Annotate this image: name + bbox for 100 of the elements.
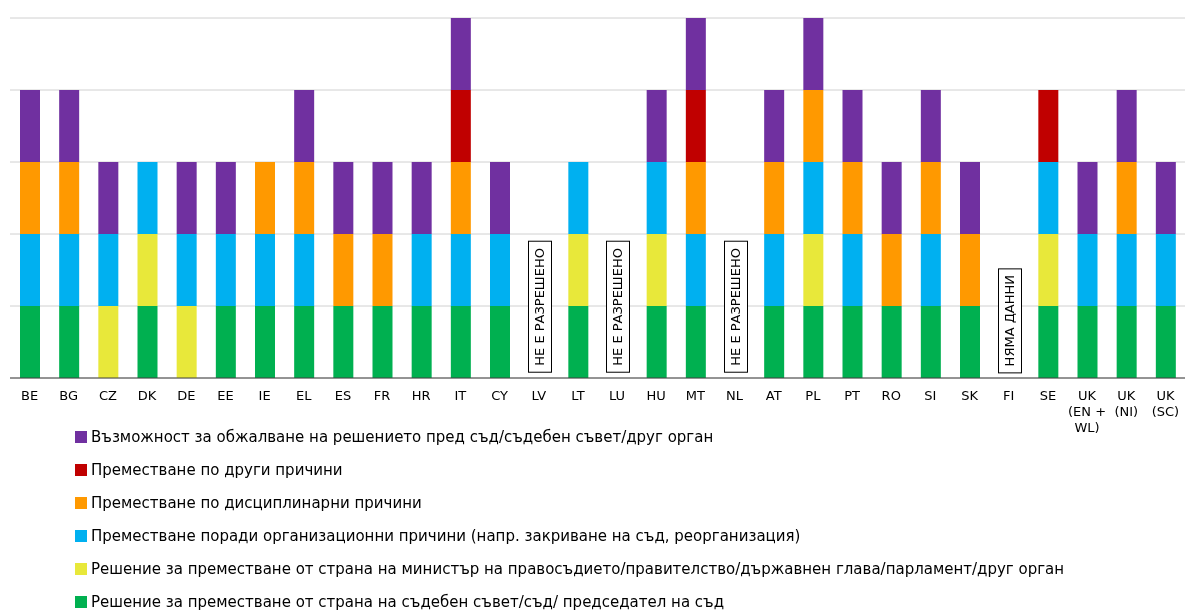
x-tick-label: UK (EN + WL) [1068, 388, 1107, 435]
bar [881, 306, 902, 378]
bar [372, 162, 393, 234]
bar [176, 234, 197, 306]
bar [1155, 162, 1176, 234]
bar [98, 162, 119, 234]
bar [20, 90, 40, 162]
bar [685, 18, 706, 90]
x-tick-label: IT [454, 388, 467, 403]
x-tick-label: DK [137, 388, 157, 403]
x-tick-label: NL [726, 388, 744, 403]
bar [646, 306, 667, 378]
bar [1116, 234, 1137, 306]
bar [803, 90, 824, 162]
bar [646, 162, 667, 234]
x-tick-label: DE [177, 388, 196, 403]
bar [59, 162, 80, 234]
bar [20, 162, 40, 234]
bar [411, 234, 432, 306]
x-tick-label: MT [685, 388, 706, 403]
bar [646, 234, 667, 306]
x-tick-label: SI [924, 388, 937, 403]
legend-label: Решение за преместване от страна на министър на правосъдието/правителство/държавнен глава/парламент/друг орган [91, 559, 1065, 578]
legend-label: Преместване поради организационни причини (напр. закриване на съд, реорганизация) [91, 526, 801, 545]
legend-label: Решение за преместване от страна на съдебен съвет/съд/ председател на съд [91, 592, 725, 610]
bar [1155, 306, 1176, 378]
x-tick-label: FR [373, 388, 391, 403]
bar [215, 306, 236, 378]
x-tick-label: PL [805, 388, 822, 403]
bar [411, 162, 432, 234]
x-tick-label: SE [1039, 388, 1057, 403]
bar [920, 90, 941, 162]
bar [881, 162, 902, 234]
bar [411, 306, 432, 378]
bar [98, 306, 119, 378]
x-tick-label: EE [217, 388, 234, 403]
bar [20, 234, 40, 306]
bar [20, 306, 40, 378]
bar [685, 90, 706, 162]
bar [333, 306, 354, 378]
bar [1038, 162, 1059, 234]
bar [685, 162, 706, 234]
bar [960, 162, 980, 234]
bar [294, 234, 315, 306]
bar [764, 90, 785, 162]
bar [568, 162, 589, 234]
x-tick-label: PT [844, 388, 861, 403]
legend-label: Преместване по други причини [91, 460, 343, 479]
bar [881, 234, 902, 306]
annotation: НЕ Е РАЗРЕШЕНО [606, 241, 631, 373]
x-tick-label: UK (SC) [1151, 388, 1180, 419]
bar [803, 18, 824, 90]
annotation: НЕ Е РАЗРЕШЕНО [527, 241, 552, 373]
x-tick-label: EL [296, 388, 313, 403]
legend-label: Преместване по дисциплинарни причини [91, 493, 422, 512]
bar [685, 306, 706, 378]
bar [137, 162, 158, 234]
bar [450, 306, 471, 378]
bar [920, 234, 941, 306]
bar [803, 306, 824, 378]
x-tick-label: UK (NI) [1114, 388, 1139, 419]
bar [764, 234, 785, 306]
bar [294, 162, 315, 234]
x-tick-label: IE [258, 388, 271, 403]
bar [960, 234, 980, 306]
bar [333, 162, 354, 234]
bar [98, 234, 119, 306]
bar [137, 306, 158, 378]
bar [842, 234, 863, 306]
bar [59, 306, 80, 378]
bar [255, 162, 275, 234]
bar [764, 306, 785, 378]
bar [920, 306, 941, 378]
bar [842, 90, 863, 162]
bar [1116, 306, 1137, 378]
annotation: НЯМА ДАННИ [997, 267, 1022, 373]
bar [803, 234, 824, 306]
x-tick-label: ES [334, 388, 352, 403]
bar [1155, 234, 1176, 306]
bar [1116, 162, 1137, 234]
bar [490, 234, 510, 306]
bar [960, 306, 980, 378]
bar [764, 162, 785, 234]
x-tick-label: HR [411, 388, 431, 403]
x-tick-label: LV [531, 388, 547, 403]
x-tick-label: RO [881, 388, 901, 403]
bar [1077, 162, 1098, 234]
bar [59, 234, 80, 306]
bar [372, 234, 393, 306]
bar [450, 90, 471, 162]
bar [685, 234, 706, 306]
bar [215, 234, 236, 306]
bar [1038, 90, 1059, 162]
bar [568, 234, 589, 306]
x-tick-label: CZ [98, 388, 117, 403]
bar [842, 306, 863, 378]
bar [450, 18, 471, 90]
bar [255, 234, 275, 306]
x-tick-label: AT [765, 388, 782, 403]
bar [1038, 234, 1059, 306]
